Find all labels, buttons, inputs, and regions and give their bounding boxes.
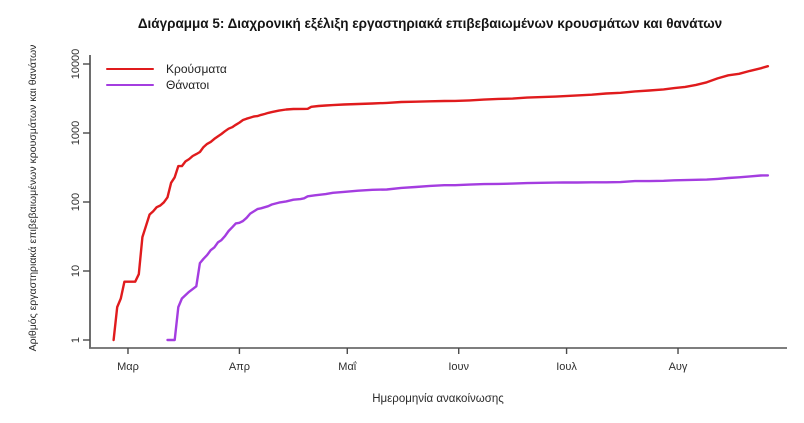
x-tick-label: Μαΐ — [338, 361, 357, 373]
cases-line-swatch — [106, 67, 154, 71]
deaths-line — [166, 174, 770, 342]
chart-title: Διάγραμμα 5: Διαχρονική εξέλιξη εργαστηρ… — [137, 16, 723, 31]
x-tick-label: Απρ — [229, 361, 250, 373]
x-tick-label: Ιουλ — [556, 361, 577, 373]
x-axis-title: Ημερομηνία ανακοίνωσης — [372, 393, 504, 405]
y-tick-label: 100 — [70, 193, 82, 211]
x-tick-label: Ιουν — [448, 361, 469, 373]
y-tick-label: 10000 — [70, 49, 82, 80]
y-tick-label: 1 — [70, 337, 82, 343]
deaths-line-swatch — [106, 83, 154, 87]
legend: Κρούσματα Θάνατοι — [106, 61, 227, 93]
legend-label-cases: Κρούσματα — [166, 62, 227, 76]
x-tick-label: Αυγ — [669, 361, 688, 373]
legend-item-deaths: Θάνατοι — [106, 77, 227, 93]
y-tick-label: 1000 — [70, 121, 82, 145]
legend-item-cases: Κρούσματα — [106, 61, 227, 77]
y-tick-label: 10 — [70, 265, 82, 277]
legend-label-deaths: Θάνατοι — [166, 78, 210, 92]
x-tick-label: Μαρ — [117, 361, 139, 373]
cases-line — [112, 64, 770, 342]
